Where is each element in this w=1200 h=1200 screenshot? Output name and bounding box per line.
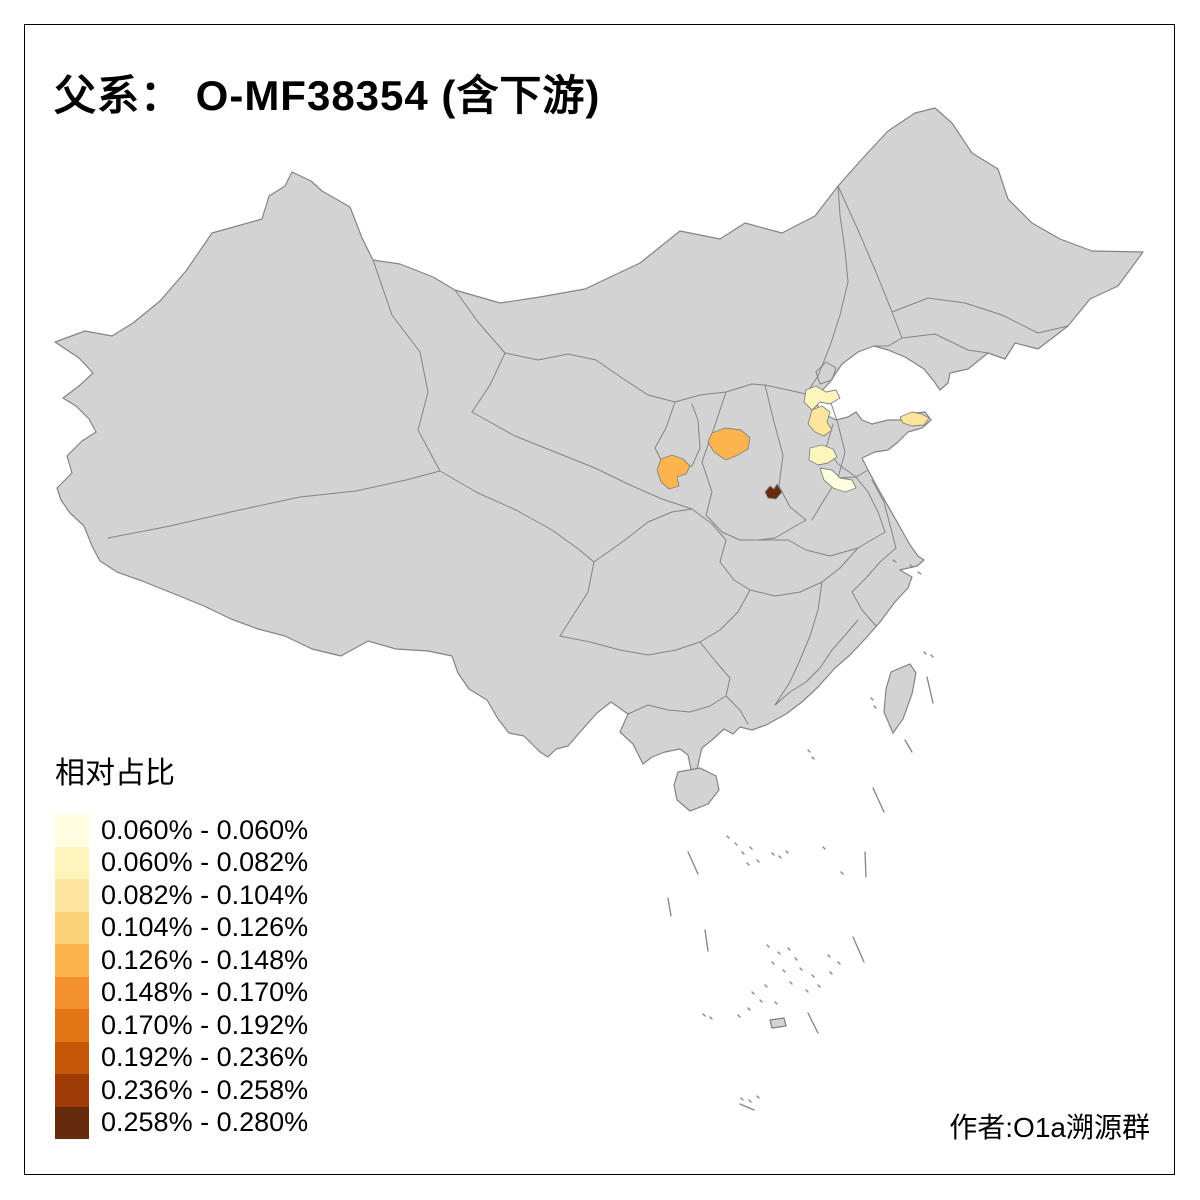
- map-region-highlight: [803, 385, 841, 411]
- legend-swatch: [55, 814, 89, 847]
- legend-title: 相对占比: [55, 757, 175, 790]
- spratly-gray-island: [769, 1017, 787, 1029]
- legend-swatch: [55, 1009, 89, 1042]
- legend-item: 0.170% - 0.192%: [55, 1009, 308, 1042]
- map-region-highlight: [707, 427, 751, 461]
- legend-label: 0.236% - 0.258%: [101, 1074, 309, 1105]
- legend-label: 0.170% - 0.192%: [101, 1009, 309, 1040]
- map-region-highlight: [764, 483, 783, 500]
- legend-label: 0.148% - 0.170%: [101, 977, 309, 1008]
- legend-label: 0.104% - 0.126%: [101, 912, 309, 943]
- legend-swatch: [55, 976, 89, 1009]
- mainland-outline: [54, 107, 1144, 771]
- legend-swatch: [55, 911, 89, 944]
- map-region-highlight: [807, 405, 833, 437]
- legend-swatch: [55, 1041, 89, 1074]
- legend-swatch: [55, 944, 89, 977]
- highlighted-regions: [656, 385, 930, 500]
- legend-rows: 0.060% - 0.060% 0.060% - 0.082% 0.082% - 0…: [55, 814, 308, 1139]
- author-credit: 作者:O1a溯源群: [949, 1112, 1150, 1143]
- legend-item: 0.258% - 0.280%: [55, 1106, 309, 1139]
- mainland-shape: [54, 107, 1144, 812]
- legend-label: 0.082% - 0.104%: [101, 879, 309, 910]
- map-region-highlight: [656, 454, 691, 490]
- legend-swatch: [55, 1074, 89, 1107]
- legend: 相对占比 0.060% - 0.060% 0.060% - 0.082% 0.082…: [55, 748, 308, 1139]
- map-region-highlight: [899, 411, 930, 427]
- map-region-highlight: [819, 467, 857, 493]
- sea-islands-specks: [667, 559, 934, 1111]
- map-region-highlight: [808, 444, 838, 466]
- legend-swatch: [55, 1106, 89, 1139]
- legend-swatch: [55, 846, 89, 879]
- legend-swatch: [55, 879, 89, 912]
- plot-frame: [24, 24, 1175, 1175]
- legend-item: 0.236% - 0.258%: [55, 1074, 308, 1107]
- legend-item: 0.148% - 0.170%: [55, 976, 309, 1009]
- legend-label: 0.258% - 0.280%: [101, 1107, 309, 1138]
- hainan-island: [673, 767, 720, 812]
- legend-label: 0.126% - 0.148%: [101, 944, 309, 975]
- legend-item: 0.082% - 0.104%: [55, 879, 308, 912]
- legend-item: 0.192% - 0.236%: [55, 1041, 309, 1074]
- page-title: 父系： O-MF38354 (含下游): [54, 72, 601, 119]
- taiwan-island: [883, 663, 917, 735]
- legend-item: 0.060% - 0.060%: [55, 814, 308, 847]
- legend-item: 0.060% - 0.082%: [55, 846, 309, 879]
- legend-label: 0.060% - 0.060%: [101, 814, 309, 845]
- legend-label: 0.060% - 0.082%: [101, 847, 309, 878]
- legend-label: 0.192% - 0.236%: [101, 1042, 309, 1073]
- legend-item: 0.126% - 0.148%: [55, 944, 308, 977]
- province-borders: [107, 185, 1069, 725]
- legend-item: 0.104% - 0.126%: [55, 911, 309, 944]
